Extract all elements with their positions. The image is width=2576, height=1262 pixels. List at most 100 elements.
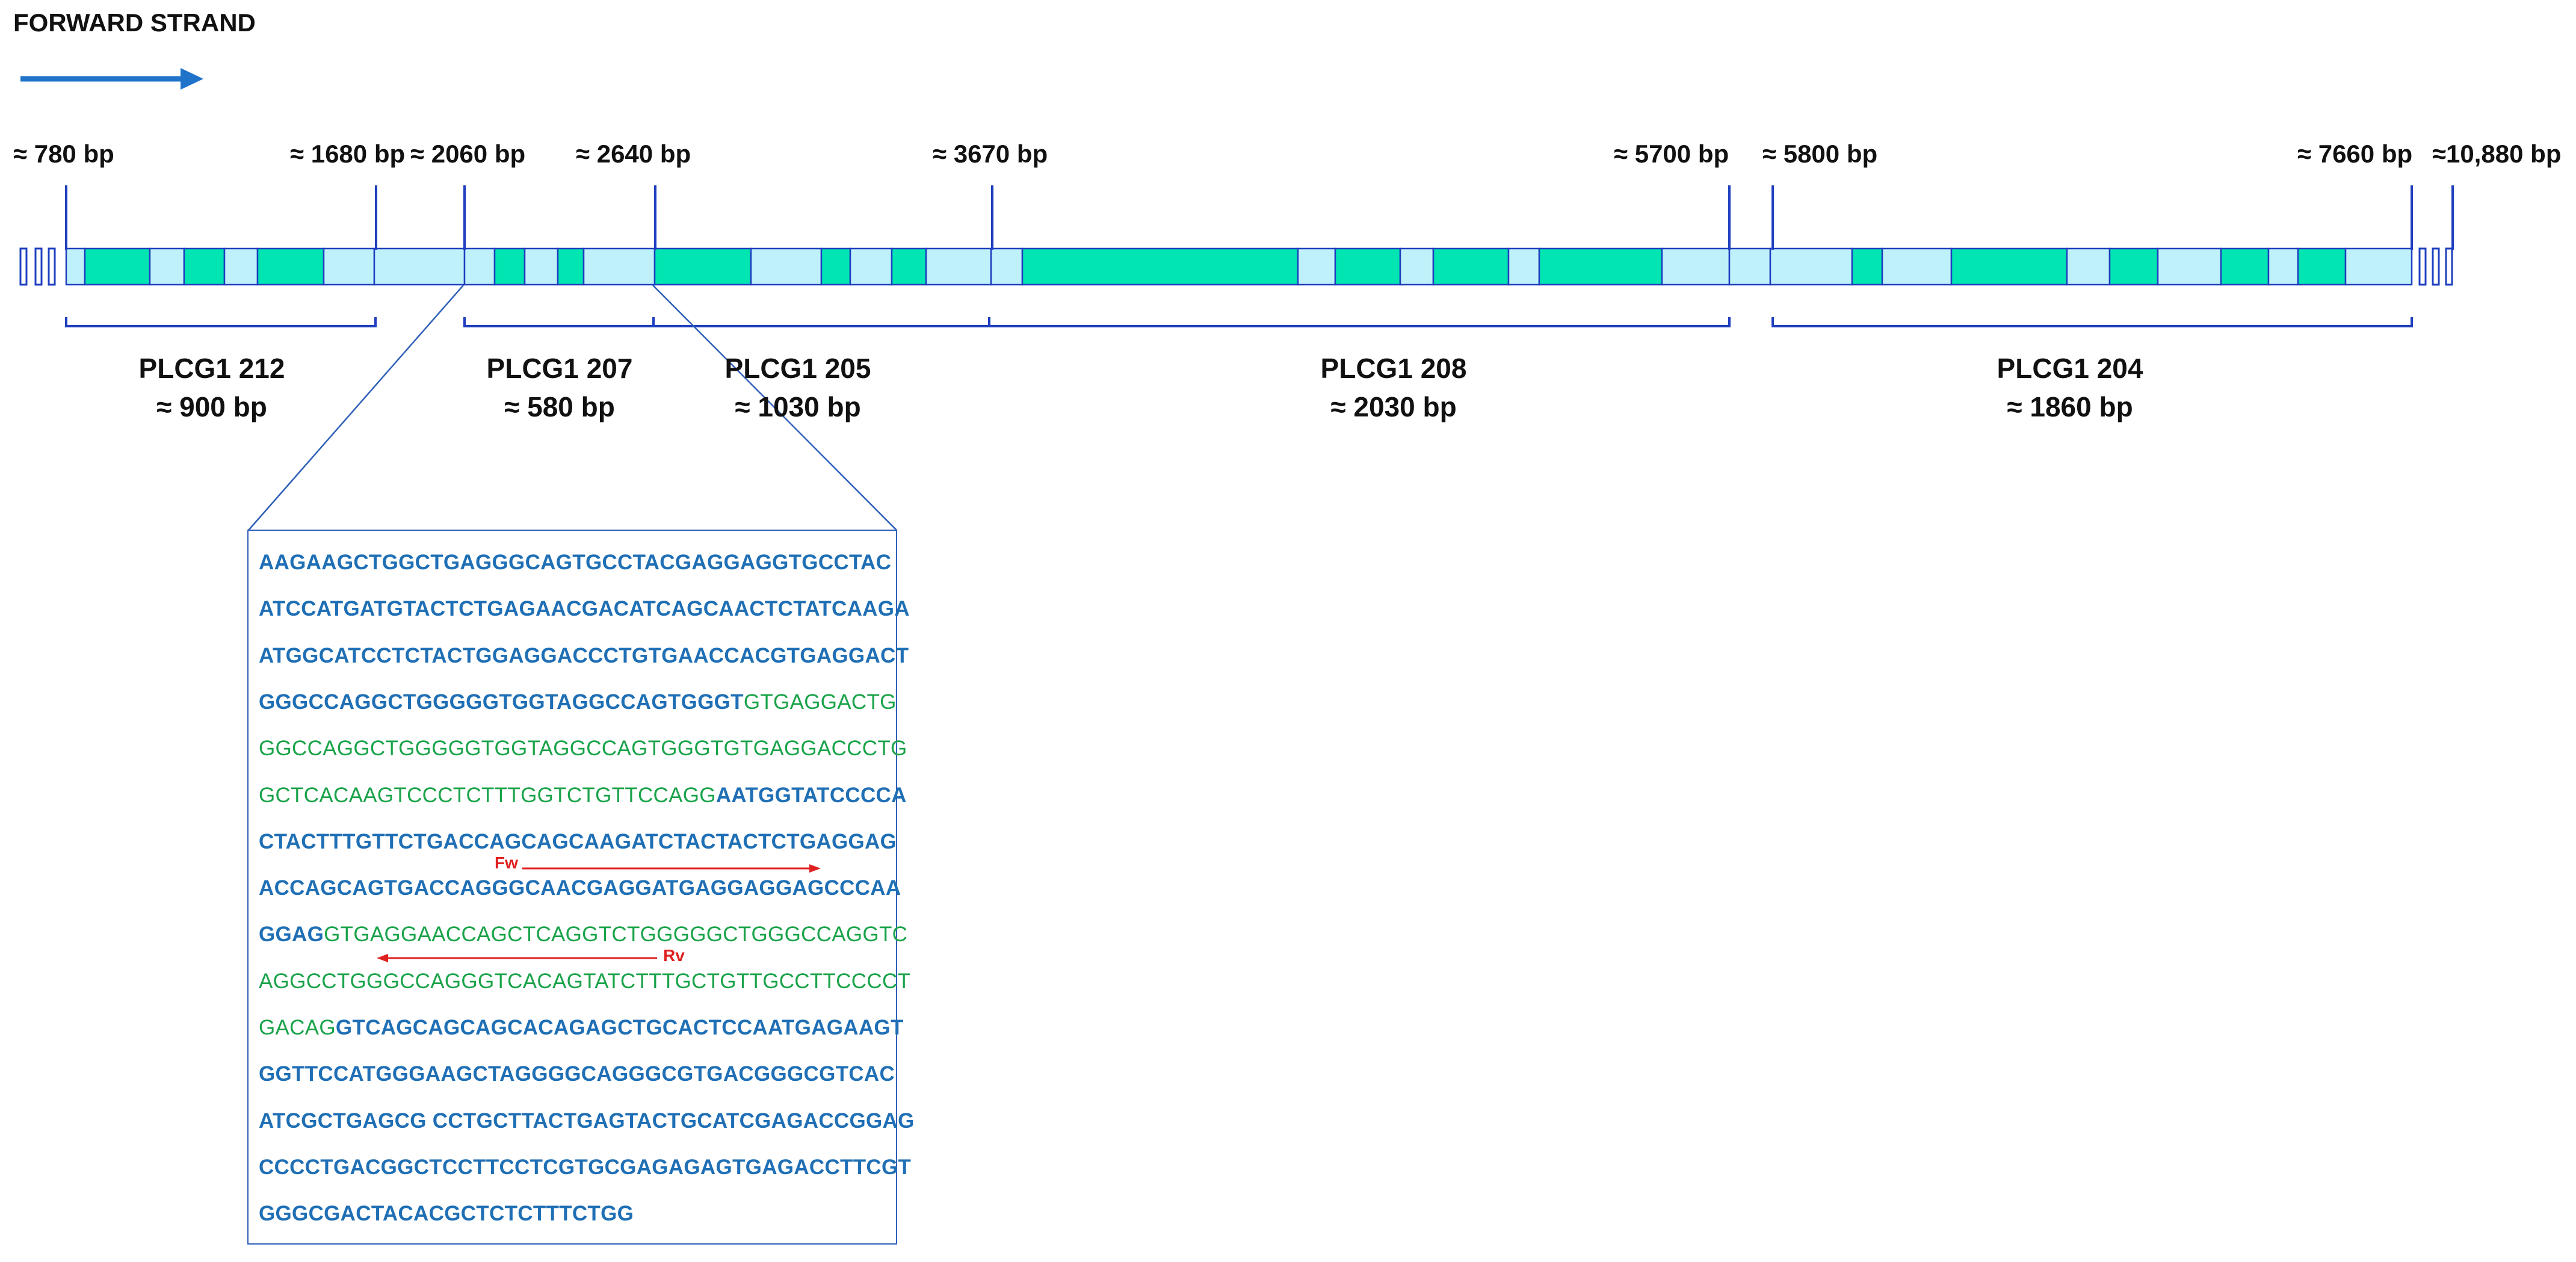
intron-sequence: GCTCACAAGTCCCTCTTTGGTCTGTTCCAGG <box>259 783 716 807</box>
utr-block <box>2432 247 2440 286</box>
sequence-line: ATGGCATCCTCTACTGGAGGACCCTGTGAACCACGTGAGG… <box>259 633 909 679</box>
position-label: ≈ 3670 bp <box>933 140 1048 168</box>
coding-exon <box>2297 247 2347 286</box>
transcript-bracket <box>1771 317 2413 327</box>
utr-exon <box>2344 247 2413 286</box>
transcript-label-208: PLCG1 208 ≈ 2030 bp <box>1321 349 1467 426</box>
sequence-line: GGGCCAGGCTGGGGGTGGTAGGCCAGTGGGTGTGAGGACT… <box>259 679 897 725</box>
transcript-bracket <box>463 317 655 327</box>
utr-exon <box>1297 247 1336 286</box>
coding-exon <box>256 247 325 286</box>
transcript-bracket <box>65 317 377 327</box>
forward-primer-label: Fw <box>495 853 518 872</box>
utr-exon <box>1399 247 1435 286</box>
intron-sequence: GACAG <box>259 1016 336 1039</box>
coding-exon <box>820 247 851 286</box>
position-label: ≈ 2640 bp <box>576 140 691 168</box>
forward-arrow-icon <box>20 68 203 90</box>
transcript-length: ≈ 1030 bp <box>735 391 861 422</box>
transcript-label-207: PLCG1 207 ≈ 580 bp <box>487 349 633 426</box>
utr-exon <box>323 247 375 286</box>
utr-block <box>19 247 28 286</box>
coding-exon <box>493 247 526 286</box>
exon-sequence: GGAG <box>259 923 324 947</box>
transcript-length: ≈ 2030 bp <box>1330 391 1457 422</box>
utr-exon <box>223 247 259 286</box>
transcript-label-212: PLCG1 212 ≈ 900 bp <box>139 349 285 426</box>
position-label: ≈ 5700 bp <box>1614 140 1729 168</box>
coding-exon <box>1950 247 2068 286</box>
position-label: ≈ 780 bp <box>13 140 114 168</box>
utr-exon <box>1881 247 1953 286</box>
transcript-label-205: PLCG1 205 ≈ 1030 bp <box>725 349 871 426</box>
utr-block <box>34 247 43 286</box>
coding-exon <box>1021 247 1299 286</box>
exon-sequence: AAGAAGCTGGCTGAGGGCAGTGCCTACGAGGAGGTGCCTA… <box>259 551 892 574</box>
intron-sequence: GTGAGGAACCAGCTCAGGTCTGGGGGCTGGGCCAGGTC <box>324 923 908 947</box>
exon-sequence: AATGGTATCCCCA <box>715 783 907 807</box>
position-label: ≈10,880 bp <box>2432 140 2562 168</box>
utr-exon <box>149 247 185 286</box>
intron-sequence: GTGAGGACTG <box>743 690 897 714</box>
transcript-length: ≈ 580 bp <box>504 391 615 422</box>
transcript-bracket <box>652 317 990 327</box>
intron-sequence: AGGCCTGGGCCAGGGTCACAGTATCTTTGCTGTTGCCTTC… <box>259 969 911 993</box>
forward-primer-arrow <box>522 864 821 873</box>
sequence-line: ATCCATGATGTACTCTGAGAACGACATCAGCAACTCTATC… <box>259 586 910 632</box>
coding-exon <box>2220 247 2270 286</box>
utr-exon <box>2066 247 2111 286</box>
transcript-brackets <box>65 317 2413 327</box>
utr-exon <box>373 247 466 286</box>
position-label: ≈ 2060 bp <box>410 140 526 168</box>
intron-sequence: GGCCAGGCTGGGGGTGGTAGGCCAGTGGGTGTGAGGACCC… <box>259 737 907 761</box>
exon-sequence: CCCCTGACGGCTCCTTCCTCGTGCGAGAGAGTGAGACCTT… <box>259 1155 912 1179</box>
exon-sequence: GTCAGCAGCAGCACAGAGCTGCACTCCAATGAGAAGT <box>335 1016 904 1039</box>
transcript-bracket <box>988 317 1731 327</box>
coding-exon <box>891 247 927 286</box>
utr-block <box>2418 247 2427 286</box>
coding-exon <box>557 247 585 286</box>
transcript-name: PLCG1 208 <box>1320 353 1467 384</box>
utr-exon <box>2267 247 2299 286</box>
sequence-line: CTACTTTGTTCTGACCAGCAGCAAGATCTACTACTCTGAG… <box>259 818 897 865</box>
sequence-line: AGGCCTGGGCCAGGGTCACAGTATCTTTGCTGTTGCCTTC… <box>259 958 910 1004</box>
utr-exon <box>65 247 86 286</box>
sequence-line: GGAGGTGAGGAACCAGCTCAGGTCTGGGGGCTGGGCCAGG… <box>259 911 907 957</box>
exon-sequence: CTACTTTGTTCTGACCAGCAGCAAGATCTACTACTCTGAG… <box>259 829 897 853</box>
sequence-line: GGGCGACTACACGCTCTCTTTCTGG <box>259 1190 634 1237</box>
reverse-primer-label: Rv <box>663 946 685 965</box>
reverse-primer-arrow <box>377 954 657 962</box>
utr-exon <box>750 247 823 286</box>
exon-sequence: ATCCATGATGTACTCTGAGAACGACATCAGCAACTCTATC… <box>259 597 910 621</box>
zoom-connector-lines <box>248 285 897 531</box>
position-ticks <box>65 185 2454 250</box>
diagram-title: FORWARD STRAND <box>13 8 256 37</box>
utr-exon <box>582 247 656 286</box>
transcript-name: PLCG1 204 <box>1997 353 2143 384</box>
transcript-name: PLCG1 207 <box>486 353 633 384</box>
utr-exon <box>990 247 1024 286</box>
sequence-line: CCCCTGACGGCTCCTTCCTCGTGCGAGAGAGTGAGACCTT… <box>259 1144 911 1190</box>
sequence-line: AAGAAGCTGGCTGAGGGCAGTGCCTACGAGGAGGTGCCTA… <box>259 539 891 586</box>
coding-exon <box>1538 247 1663 286</box>
coding-exon <box>2108 247 2159 286</box>
utr-exon <box>463 247 496 286</box>
utr-exon <box>925 247 992 286</box>
position-label: ≈ 5800 bp <box>1762 140 1878 168</box>
coding-exon <box>84 247 151 286</box>
transcript-name: PLCG1 205 <box>724 353 871 384</box>
sequence-line: GGCCAGGCTGGGGGTGGTAGGCCAGTGGGTGTGAGGACCC… <box>259 725 907 772</box>
utr-exon <box>1769 247 1853 286</box>
coding-exon <box>1432 247 1510 286</box>
exon-sequence: ATCGCTGAGCG CCTGCTTACTGAGTACTGCATCGAGACC… <box>259 1109 915 1133</box>
transcript-length: ≈ 1860 bp <box>2007 391 2133 422</box>
utr-exon <box>849 247 893 286</box>
position-label: ≈ 1680 bp <box>290 140 406 168</box>
exon-sequence: GGTTCCATGGGAAGCTAGGGGCAGGGCGTGACGGGCGTCA… <box>259 1062 895 1086</box>
position-label: ≈ 7660 bp <box>2297 140 2413 168</box>
exon-sequence: GGGCGACTACACGCTCTCTTTCTGG <box>259 1202 634 1226</box>
exon-sequence: ATGGCATCCTCTACTGGAGGACCCTGTGAACCACGTGAGG… <box>259 643 909 667</box>
coding-exon <box>1851 247 1883 286</box>
utr-exon <box>1507 247 1540 286</box>
